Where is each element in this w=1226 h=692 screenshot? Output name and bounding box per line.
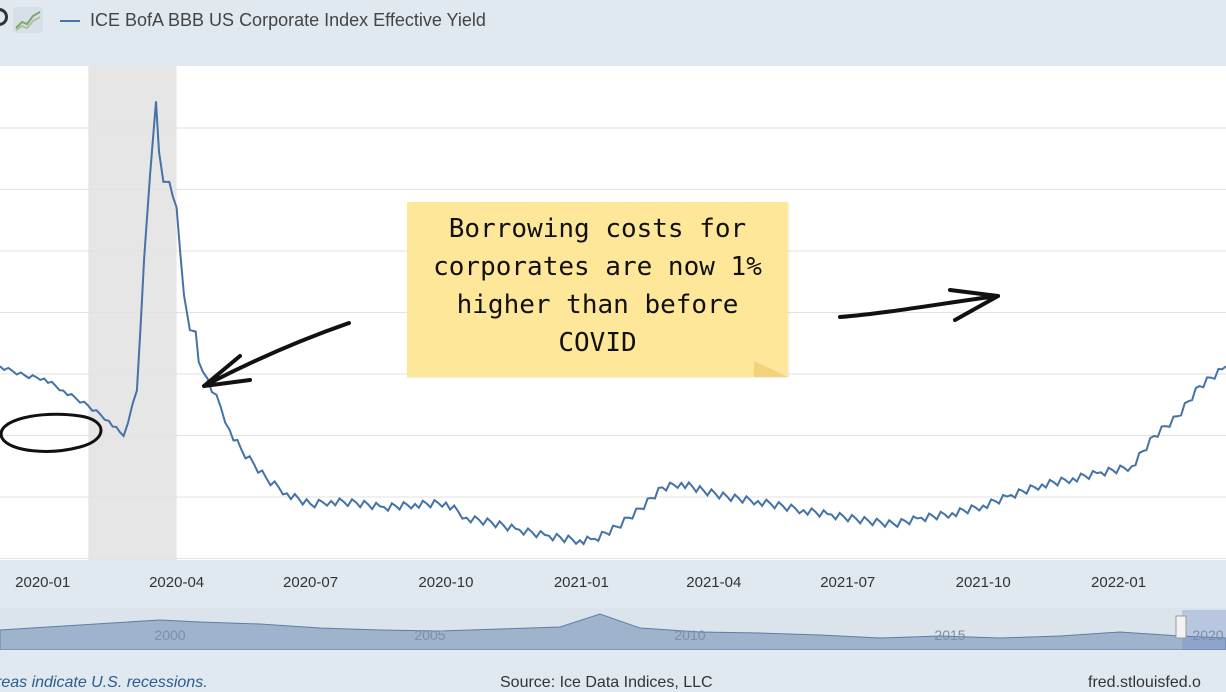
data-point — [1153, 435, 1155, 437]
data-point — [309, 503, 312, 505]
data-point — [383, 506, 385, 508]
recession-note: reas indicate U.S. recessions. — [0, 674, 208, 691]
data-point — [158, 150, 160, 153]
chart-header: ICE BofA BBB US Corporate Index Effectiv… — [0, 0, 1226, 66]
data-point — [982, 504, 984, 507]
x-tick-label: 2020-04 — [149, 574, 205, 591]
data-point — [197, 361, 200, 363]
data-point — [892, 522, 895, 525]
data-point — [87, 404, 90, 407]
x-tick-label: 2021-01 — [553, 574, 609, 591]
navigator-year-label: 2015 — [934, 627, 965, 643]
data-point — [228, 429, 231, 431]
navigator-year-label: 2020 — [1192, 627, 1223, 643]
data-point — [414, 503, 416, 505]
data-point — [183, 294, 185, 297]
data-point — [62, 389, 65, 392]
data-point — [189, 329, 191, 331]
data-point — [0, 365, 1, 368]
data-point — [162, 181, 165, 183]
zoom-icon[interactable] — [0, 8, 8, 26]
data-point — [43, 377, 45, 380]
source-note: Source: Ice Data Indices, LLC — [500, 674, 713, 691]
data-point — [206, 377, 209, 380]
data-point — [593, 538, 596, 540]
data-point — [951, 512, 954, 514]
data-point — [702, 489, 705, 492]
data-point — [1131, 465, 1133, 468]
data-point — [548, 535, 550, 537]
data-point — [1041, 483, 1043, 486]
x-tick-label: 2021-07 — [820, 574, 876, 591]
data-point — [830, 513, 833, 516]
navigator-overview[interactable]: 2000 2005 2010 2015 2020 — [0, 608, 1226, 651]
data-point — [155, 100, 157, 103]
x-tick-label: 2020-01 — [15, 574, 71, 591]
data-point — [330, 500, 332, 502]
data-point — [286, 492, 288, 495]
navigator-year-label: 2005 — [414, 627, 445, 643]
data-point — [240, 448, 243, 451]
legend-swatch — [60, 20, 80, 22]
navigator-year-label: 2010 — [674, 627, 705, 643]
data-point — [265, 477, 268, 480]
data-point — [136, 389, 138, 392]
data-point — [465, 516, 468, 519]
fred-link[interactable]: fred.stlouisfed.o — [1088, 674, 1201, 691]
x-tick-label: 2020-10 — [418, 574, 474, 591]
data-point — [1072, 477, 1074, 480]
data-point — [518, 528, 521, 531]
legend-label: ICE BofA BBB US Corporate Index Effectiv… — [90, 10, 486, 30]
x-tick-label: 2021-10 — [955, 574, 1011, 591]
data-point — [175, 206, 178, 209]
data-point — [1010, 494, 1012, 496]
data-point — [920, 516, 923, 519]
data-point — [1198, 385, 1201, 387]
data-point — [122, 435, 125, 437]
x-tick-label: 2021-04 — [686, 574, 742, 591]
line-chart-icon[interactable] — [12, 6, 44, 34]
data-point — [802, 509, 805, 511]
x-axis: 2020-01 2020-04 2020-07 2020-10 2021-01 2021-… — [0, 560, 1226, 608]
navigator-selection[interactable] — [1182, 610, 1226, 650]
annotation-note: Borrowing costs for corporates are now 1… — [407, 202, 788, 377]
data-point — [726, 495, 728, 498]
data-point — [24, 374, 26, 377]
data-point — [355, 501, 357, 504]
data-point — [639, 507, 642, 510]
data-point — [490, 521, 493, 523]
data-point — [149, 173, 151, 176]
data-point — [680, 482, 683, 484]
annotation-note-text: Borrowing costs for corporates are now 1… — [433, 214, 762, 358]
data-point — [579, 539, 581, 542]
data-point — [168, 181, 171, 183]
data-point — [219, 406, 222, 409]
navigator-series — [0, 613, 1226, 651]
data-point — [1100, 471, 1102, 474]
x-tick-label: 2020-07 — [283, 574, 339, 591]
data-point — [615, 525, 618, 528]
series-line — [0, 101, 1226, 546]
data-point — [1176, 415, 1179, 418]
data-point — [867, 519, 870, 522]
data-point — [757, 500, 759, 502]
range-navigator[interactable]: 2000 2005 2010 2015 2020 — [0, 608, 1226, 651]
navigator-year-label: 2000 — [154, 627, 185, 643]
data-point — [143, 256, 146, 259]
data-point — [194, 330, 197, 333]
data-point — [661, 486, 664, 489]
note-curl — [754, 361, 788, 377]
navigator-handle[interactable] — [1175, 615, 1187, 639]
data-point — [445, 501, 447, 504]
x-tick-label: 2022-01 — [1091, 574, 1147, 591]
chart-footer: reas indicate U.S. recessions. Source: I… — [0, 650, 1226, 691]
data-point — [108, 420, 110, 422]
